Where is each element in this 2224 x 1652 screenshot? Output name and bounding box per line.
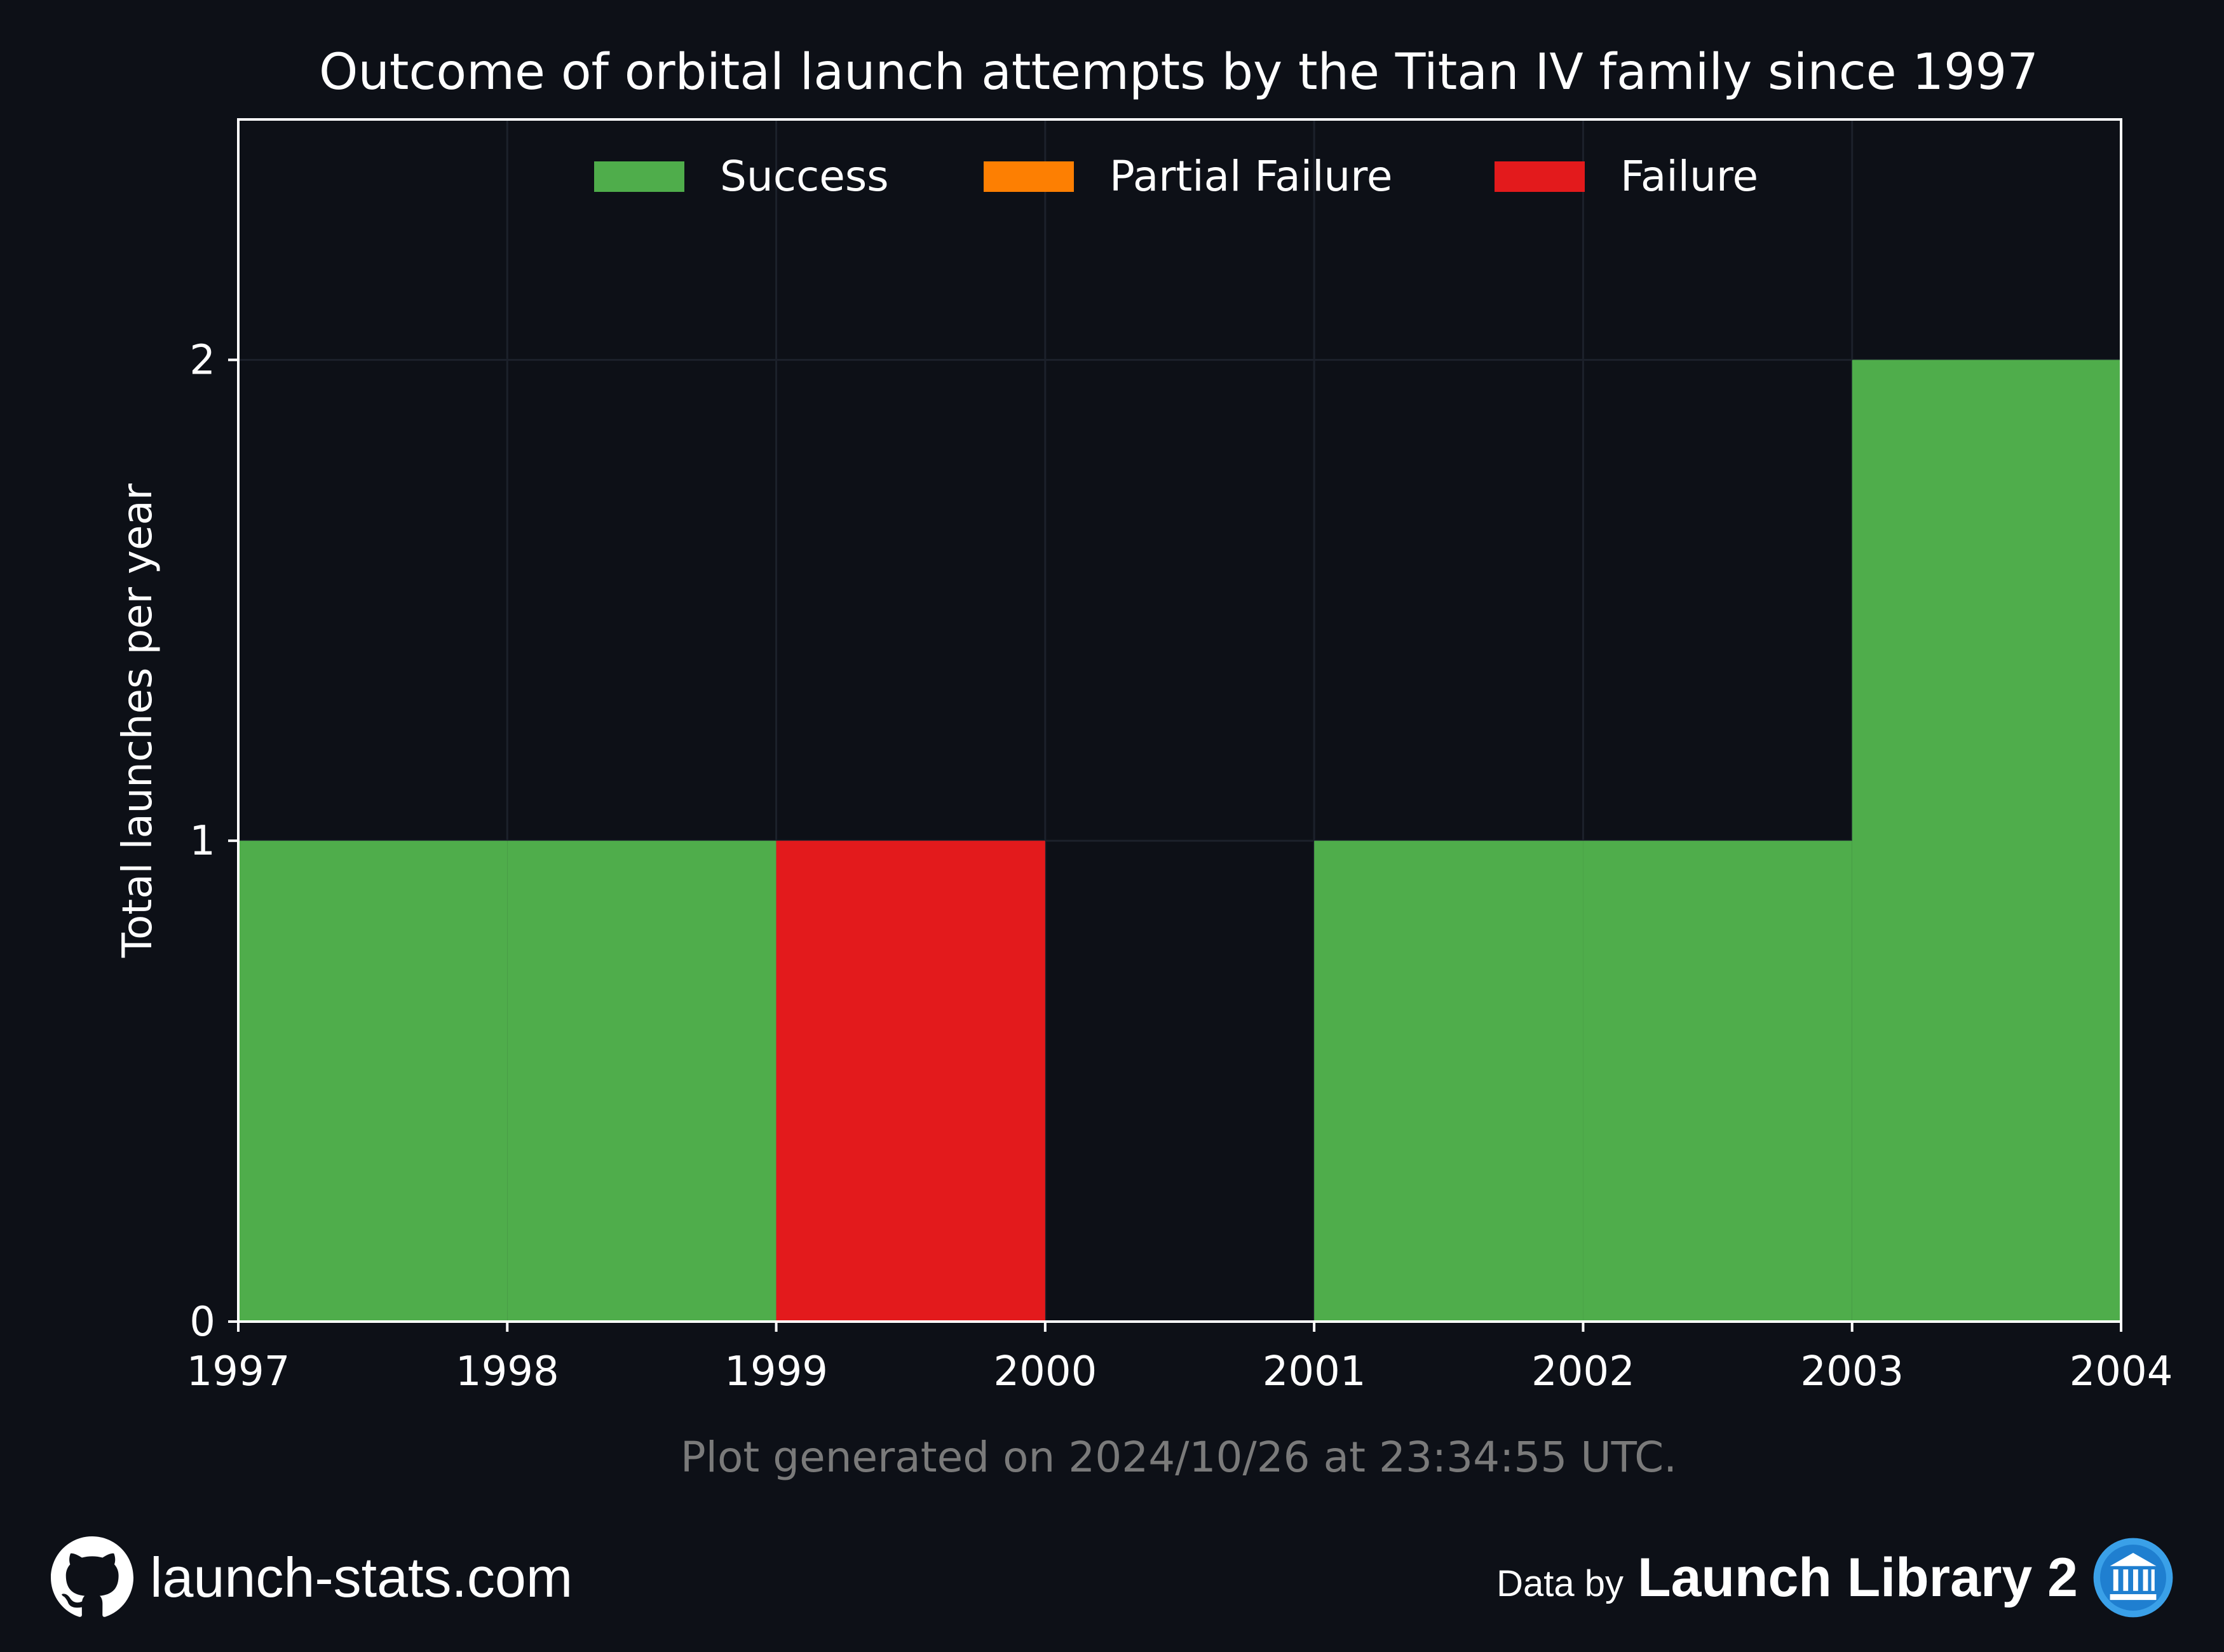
bar-success-1997 bbox=[238, 841, 508, 1322]
bar-success-2003 bbox=[1852, 360, 2121, 1322]
bar-success-2001 bbox=[1314, 841, 1583, 1322]
legend-swatch bbox=[984, 161, 1074, 192]
x-tick-label: 2004 bbox=[2070, 1348, 2173, 1395]
bar-success-1998 bbox=[507, 841, 776, 1322]
bar-success-2002 bbox=[1583, 841, 1852, 1322]
x-tick-label: 2003 bbox=[1800, 1348, 1904, 1395]
generated-note: Plot generated on 2024/10/26 at 23:34:55… bbox=[681, 1433, 1677, 1482]
y-tick-label: 0 bbox=[189, 1299, 215, 1346]
legend-swatch bbox=[594, 161, 684, 192]
site-link[interactable]: launch-stats.com bbox=[150, 1546, 573, 1609]
footer-credit: Data by Launch Library 2 bbox=[1496, 1536, 2174, 1619]
chart: 1997 1998 1999 2000 2001 2002 2003 2004 0 1 2 Suc… bbox=[114, 44, 2173, 1482]
x-axis: 1997 1998 1999 2000 2001 2002 2003 2004 bbox=[187, 1322, 2173, 1395]
data-by-label: Data by bbox=[1496, 1562, 1624, 1604]
github-icon bbox=[51, 1536, 133, 1617]
y-tick-label: 2 bbox=[189, 337, 215, 384]
legend-label: Success bbox=[720, 152, 889, 201]
y-axis: 0 1 2 bbox=[189, 337, 238, 1346]
plot-area-frame bbox=[237, 118, 2122, 1323]
launch-library-logo bbox=[2093, 1538, 2173, 1618]
legend-swatch bbox=[1495, 161, 1585, 192]
bars bbox=[238, 360, 2121, 1322]
footer-site: launch-stats.com bbox=[51, 1536, 573, 1619]
x-tick-label: 2001 bbox=[1263, 1348, 1366, 1395]
x-tick-label: 1998 bbox=[456, 1348, 559, 1395]
launch-library-label[interactable]: Launch Library 2 bbox=[1637, 1547, 2078, 1608]
legend-label: Partial Failure bbox=[1109, 152, 1393, 201]
x-tick-label: 2002 bbox=[1531, 1348, 1635, 1395]
x-tick-label: 1997 bbox=[187, 1348, 290, 1395]
bar-failure-1999 bbox=[776, 841, 1045, 1322]
x-tick-label: 2000 bbox=[993, 1348, 1097, 1395]
y-axis-label: Total launches per year bbox=[114, 483, 161, 958]
legend: Success Partial Failure Failure bbox=[594, 152, 1758, 201]
legend-label: Failure bbox=[1620, 152, 1758, 201]
x-tick-label: 1999 bbox=[724, 1348, 828, 1395]
y-tick-label: 1 bbox=[189, 818, 215, 865]
chart-title: Outcome of orbital launch attempts by th… bbox=[319, 44, 2038, 101]
